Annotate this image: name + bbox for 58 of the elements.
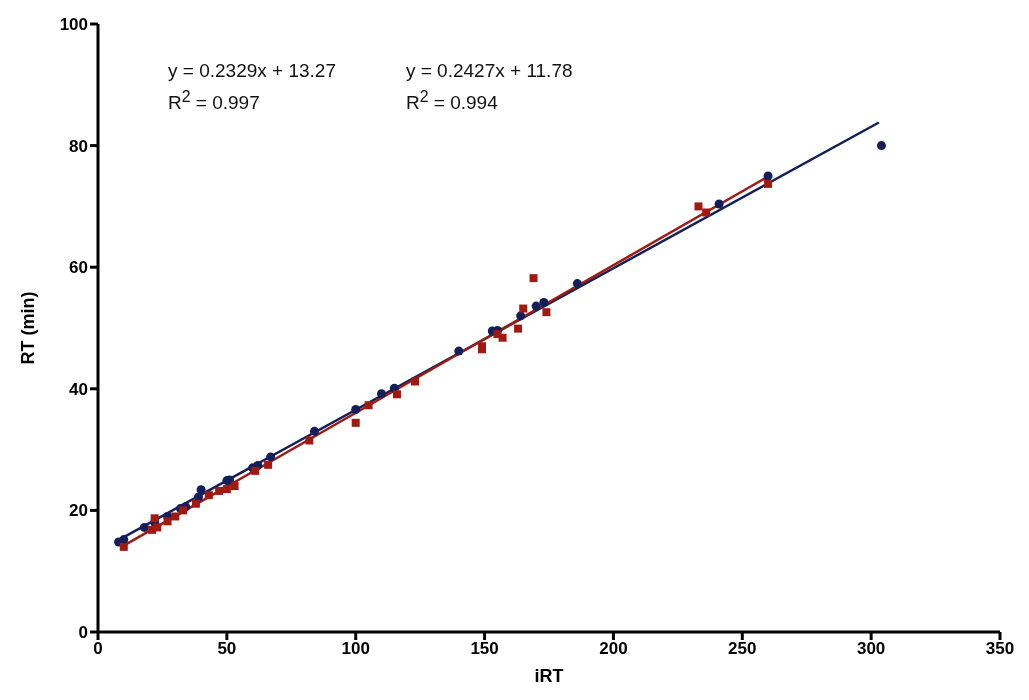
point [529,274,538,283]
point [204,491,213,500]
point [514,324,523,333]
point [702,208,711,217]
y-tick-label: 20 [69,501,88,521]
y-axis-title: RT (min) [18,291,39,365]
point [539,297,549,307]
annotation: R$^{2}$ = 0.997 [168,87,261,116]
point [153,523,162,532]
point [392,390,401,399]
y-tick-label: 100 [59,15,88,35]
point [309,426,319,436]
point [150,514,159,523]
point [876,141,886,151]
x-tick-label: 350 [985,639,1015,659]
y-tick-label: 80 [69,136,88,156]
point [364,401,373,410]
point [196,485,206,495]
point [531,301,541,311]
x-tick-label: 50 [217,639,237,659]
point [410,377,419,386]
x-tick-label: 250 [728,639,757,659]
point [572,279,582,289]
point [305,436,314,445]
point [351,404,361,414]
point [163,517,172,526]
point [454,346,464,356]
point [264,460,273,469]
y-tick-label: 0 [78,623,88,643]
point [171,512,180,521]
annotation: y = 0.2329x + 13.27 [168,59,336,83]
point [191,499,200,508]
x-tick-label: 0 [93,639,103,659]
x-tick-label: 300 [856,639,886,659]
point [119,542,128,551]
y-tick-label: 40 [69,379,88,399]
annotation: y = 0.2427x + 11.78 [405,59,573,83]
point [266,452,276,462]
point [376,389,386,399]
point [179,506,188,515]
point [351,418,360,427]
point [498,333,507,342]
point [764,179,773,188]
x-tick-label: 200 [599,639,628,659]
point [542,308,551,317]
x-axis-title: iRT [534,666,564,686]
point [139,522,149,532]
point [694,202,703,211]
point [714,199,724,209]
y-tick-label: 60 [69,258,88,278]
point [215,486,224,495]
x-tick-label: 100 [341,639,370,659]
point [519,304,528,313]
point [230,482,239,491]
x-tick-label: 150 [470,639,499,659]
point [222,485,231,494]
annotation: R$^{2}$ = 0.994 [405,87,499,116]
point [763,171,773,181]
